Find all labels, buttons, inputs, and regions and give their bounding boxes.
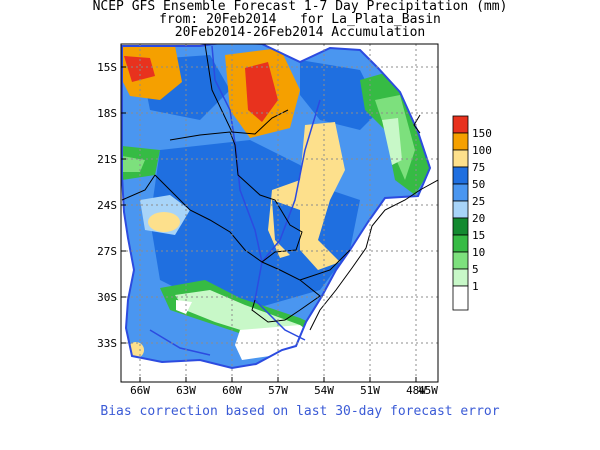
legend-label: 20	[472, 212, 485, 225]
rain-150mm-north	[245, 62, 278, 122]
rain-50-75mm-north	[300, 60, 380, 130]
river-paraguay-parana	[211, 45, 306, 341]
lat-label: 24S	[97, 199, 117, 212]
legend-colorbar	[452, 115, 469, 311]
lat-label: 30S	[97, 291, 117, 304]
rain-1-5mm-east	[382, 118, 402, 165]
map-frame	[120, 43, 439, 383]
lon-label: 48W	[406, 384, 426, 397]
legend-swatch	[452, 217, 469, 236]
graticule	[121, 44, 438, 382]
basin-boundary	[121, 44, 432, 370]
longitude-labels: 66W 63W 60W 57W 54W 51W 48W 45W	[130, 384, 438, 397]
legend-label: 75	[472, 161, 485, 174]
river-parana-upper	[261, 99, 321, 263]
legend-label: 100	[472, 144, 492, 157]
border-bolivia-brazil	[204, 44, 289, 135]
legend-swatch	[452, 200, 469, 219]
legend-label: 50	[472, 178, 485, 191]
lon-label: 60W	[222, 384, 242, 397]
legend-swatch	[452, 268, 469, 287]
lon-label: 66W	[130, 384, 150, 397]
coast-island	[413, 114, 421, 134]
legend-swatch	[452, 132, 469, 151]
lon-label: 45W	[418, 384, 438, 397]
legend-label: 1	[472, 280, 479, 293]
lat-label: 33S	[97, 337, 117, 350]
legend-label: 25	[472, 195, 485, 208]
border-argentina-chile	[121, 174, 156, 201]
border-uruguay	[251, 261, 321, 323]
legend-label: 15	[472, 229, 485, 242]
coastline-atlantic	[309, 179, 438, 331]
legend-swatch	[452, 183, 469, 202]
rain-5-10mm-west	[122, 156, 145, 172]
border-paraguay	[154, 131, 303, 263]
lat-label: 21S	[97, 153, 117, 166]
title-line-3: 20Feb2014-26Feb2014 Accumulation	[174, 25, 426, 40]
rain-lt1mm-patch	[176, 300, 192, 314]
legend-swatch	[452, 285, 469, 311]
legend-label: 5	[472, 263, 479, 276]
river-salado	[149, 329, 211, 356]
legend-swatch	[452, 251, 469, 270]
lon-label: 57W	[268, 384, 288, 397]
legend-label: 150	[472, 127, 492, 140]
lat-label: 15S	[97, 61, 117, 74]
lon-label: 63W	[176, 384, 196, 397]
tick-marks	[121, 66, 417, 382]
lat-label: 27S	[97, 245, 117, 258]
title-line-2: from: 20Feb2014 for La_Plata_Basin	[159, 12, 441, 27]
rain-1-5mm-south	[175, 290, 300, 336]
lon-label: 54W	[314, 384, 334, 397]
bias-correction-note: Bias correction based on last 30-day for…	[100, 404, 500, 419]
legend-label: 10	[472, 246, 485, 259]
border-brazil-south	[299, 249, 351, 281]
latitude-labels: 15S 18S 21S 24S 27S 30S 33S	[97, 61, 117, 350]
rain-75-100mm-west	[148, 212, 180, 232]
title-line-1: NCEP GFS Ensemble Forecast 1-7 Day Preci…	[92, 0, 508, 14]
lon-label: 51W	[360, 384, 380, 397]
legend-swatch	[452, 149, 469, 168]
legend-swatch	[452, 115, 469, 134]
rain-75-100mm-area	[268, 122, 345, 270]
legend-swatch	[452, 166, 469, 185]
legend-swatch	[452, 234, 469, 253]
legend-labels: 150 100 75 50 25 20 15 10 5 1	[472, 127, 492, 293]
lat-label: 18S	[97, 107, 117, 120]
